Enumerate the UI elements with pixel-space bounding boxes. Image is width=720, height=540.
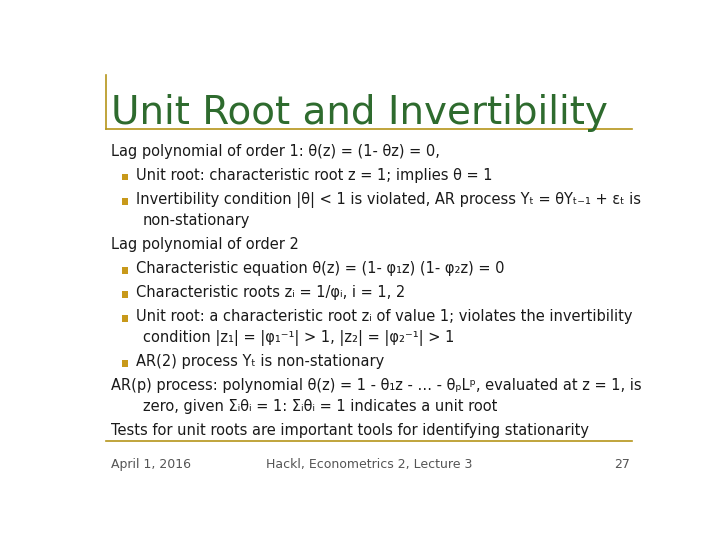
FancyBboxPatch shape	[122, 315, 128, 322]
FancyBboxPatch shape	[122, 198, 128, 205]
Text: AR(2) process Yₜ is non-stationary: AR(2) process Yₜ is non-stationary	[136, 354, 384, 369]
Text: condition |z₁| = |φ₁⁻¹| > 1, |z₂| = |φ₂⁻¹| > 1: condition |z₁| = |φ₁⁻¹| > 1, |z₂| = |φ₂⁻…	[143, 330, 454, 346]
Text: Tests for unit roots are important tools for identifying stationarity: Tests for unit roots are important tools…	[111, 423, 589, 438]
Text: Lag polynomial of order 2: Lag polynomial of order 2	[111, 237, 299, 252]
Text: April 1, 2016: April 1, 2016	[111, 458, 192, 471]
Text: Characteristic roots zᵢ = 1/φᵢ, i = 1, 2: Characteristic roots zᵢ = 1/φᵢ, i = 1, 2	[136, 285, 405, 300]
Text: Unit Root and Invertibility: Unit Root and Invertibility	[111, 94, 608, 132]
Text: Hackl, Econometrics 2, Lecture 3: Hackl, Econometrics 2, Lecture 3	[266, 458, 472, 471]
FancyBboxPatch shape	[122, 267, 128, 274]
FancyBboxPatch shape	[122, 291, 128, 298]
FancyBboxPatch shape	[122, 174, 128, 180]
FancyBboxPatch shape	[122, 360, 128, 367]
Text: Unit root: a characteristic root zᵢ of value 1; violates the invertibility: Unit root: a characteristic root zᵢ of v…	[136, 309, 633, 325]
Text: AR(p) process: polynomial θ(z) = 1 - θ₁z - … - θₚLᵖ, evaluated at z = 1, is: AR(p) process: polynomial θ(z) = 1 - θ₁z…	[111, 379, 642, 393]
Text: 27: 27	[614, 458, 630, 471]
Text: Characteristic equation θ(z) = (1- φ₁z) (1- φ₂z) = 0: Characteristic equation θ(z) = (1- φ₁z) …	[136, 261, 505, 276]
Text: zero, given Σᵢθᵢ = 1: Σᵢθᵢ = 1 indicates a unit root: zero, given Σᵢθᵢ = 1: Σᵢθᵢ = 1 indicates…	[143, 399, 498, 414]
Text: Lag polynomial of order 1: θ(z) = (1- θz) = 0,: Lag polynomial of order 1: θ(z) = (1- θz…	[111, 144, 440, 159]
Text: non-stationary: non-stationary	[143, 213, 251, 228]
Text: Unit root: characteristic root z = 1; implies θ = 1: Unit root: characteristic root z = 1; im…	[136, 168, 492, 183]
Text: Invertibility condition |θ| < 1 is violated, AR process Yₜ = θYₜ₋₁ + εₜ is: Invertibility condition |θ| < 1 is viola…	[136, 192, 642, 208]
